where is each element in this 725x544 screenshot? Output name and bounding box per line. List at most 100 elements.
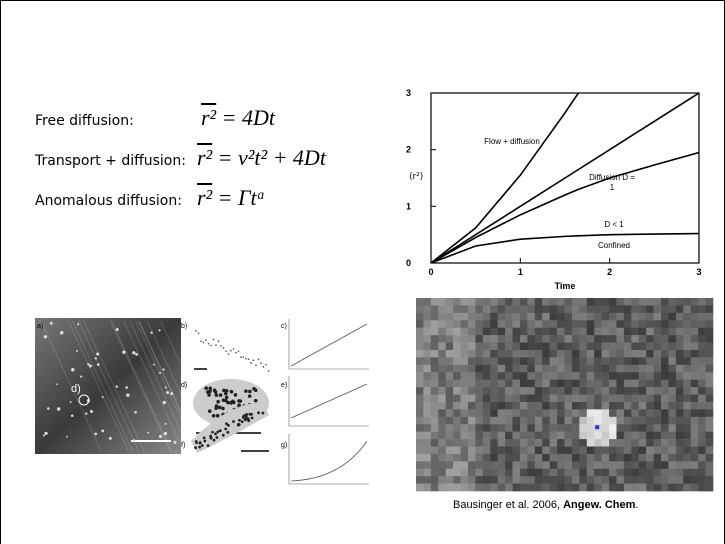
pixel — [705, 349, 714, 358]
pixel — [512, 431, 521, 440]
pixel — [601, 305, 610, 314]
pixel — [482, 312, 491, 321]
pixel — [564, 312, 573, 321]
pixel — [675, 461, 684, 470]
pixel — [571, 453, 580, 462]
pixel — [453, 416, 461, 425]
mini-dot — [222, 388, 226, 393]
pixel — [549, 364, 558, 373]
pixel — [646, 424, 654, 432]
pixel — [475, 357, 484, 366]
pixel — [416, 312, 424, 321]
pixel — [527, 468, 536, 477]
pixel — [519, 387, 528, 395]
pixel — [453, 446, 461, 455]
spot — [59, 330, 64, 335]
pixel — [542, 305, 550, 314]
pixel — [594, 298, 602, 306]
pixel — [601, 394, 610, 403]
pixel — [631, 312, 640, 321]
pixel — [683, 298, 692, 306]
pixel — [698, 453, 706, 462]
pixel — [519, 342, 528, 351]
pixel — [467, 327, 476, 336]
mini-dot — [214, 393, 219, 397]
pixel — [698, 298, 706, 306]
pixel — [623, 349, 632, 358]
pixel — [542, 387, 550, 395]
pixel — [453, 379, 461, 388]
pixel — [557, 424, 565, 432]
pixel — [698, 357, 706, 366]
pixel — [557, 461, 565, 470]
spot — [158, 434, 163, 439]
pixel — [430, 453, 439, 462]
spot — [56, 407, 61, 411]
pixel — [416, 483, 424, 492]
pixel — [646, 379, 654, 388]
pixel — [609, 335, 617, 343]
pixel — [482, 476, 491, 484]
pixel — [519, 468, 528, 477]
spot — [88, 364, 92, 368]
spot — [166, 391, 170, 395]
pixel — [445, 416, 454, 425]
spot — [135, 353, 138, 356]
pixel — [638, 357, 647, 366]
pixel — [616, 357, 625, 366]
pixel — [638, 298, 647, 306]
equation-label: Free diffusion: — [35, 113, 134, 129]
streak — [135, 320, 197, 452]
mini-dot — [204, 386, 209, 390]
pixel — [668, 327, 677, 336]
pixel — [445, 357, 454, 366]
pixel — [542, 483, 550, 492]
spot — [80, 375, 83, 378]
mini-dot — [247, 394, 252, 398]
pixel — [571, 476, 580, 484]
spot — [163, 431, 168, 436]
pixel — [497, 364, 506, 373]
pixel — [430, 312, 439, 321]
mini-dot — [230, 349, 232, 352]
pixel — [423, 327, 432, 336]
pixel — [490, 424, 498, 432]
y-tick-label: 3 — [406, 88, 411, 98]
pixel — [564, 327, 573, 336]
pixel — [542, 424, 550, 432]
pixel — [586, 364, 595, 373]
pixel — [579, 372, 588, 380]
pixel — [675, 379, 684, 388]
pixel — [527, 394, 536, 403]
pixel — [690, 305, 699, 314]
pixel — [698, 476, 706, 484]
pixel — [460, 379, 469, 388]
pixel — [616, 312, 625, 321]
pixel — [453, 364, 461, 373]
pixel — [616, 461, 625, 470]
pixel — [557, 416, 565, 425]
pixel — [631, 342, 640, 351]
mini-dot — [230, 399, 235, 404]
mini-dot — [217, 340, 220, 342]
spot — [69, 401, 72, 403]
pixel — [505, 394, 513, 403]
pixel — [534, 483, 543, 492]
pixel — [416, 357, 424, 366]
pixel — [698, 394, 706, 403]
pixel — [698, 349, 706, 358]
pixel — [653, 342, 662, 351]
mini-dot — [224, 388, 229, 393]
pixel — [482, 335, 491, 343]
spot — [70, 414, 74, 417]
mini-fit — [290, 323, 368, 367]
pixel — [497, 335, 506, 343]
pixel — [534, 453, 543, 462]
micrograph-label: d) — [71, 383, 81, 395]
pixel — [534, 476, 543, 484]
pixel — [586, 298, 595, 306]
pixel — [423, 298, 432, 306]
pixel — [497, 416, 506, 425]
pixel — [668, 446, 677, 455]
pixel — [416, 409, 424, 418]
